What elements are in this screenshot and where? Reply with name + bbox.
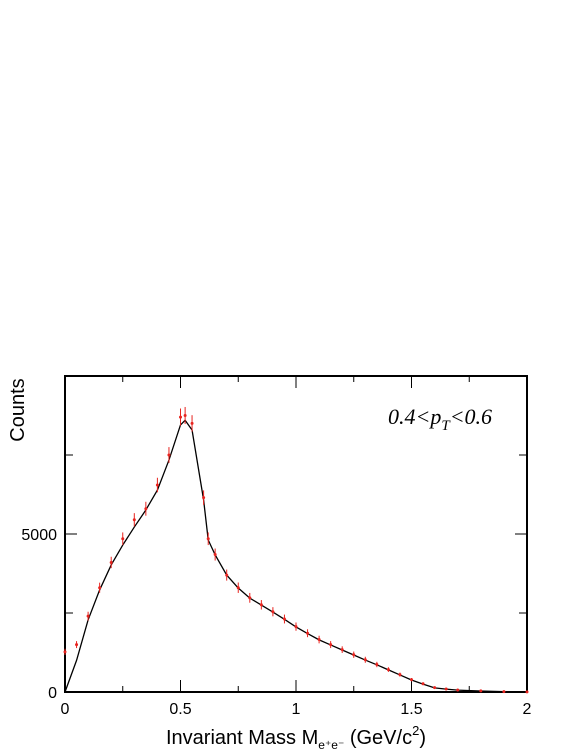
data-point [352,653,356,657]
annotation: 0.4<pT<0.6 [388,404,492,434]
data-point [433,686,437,690]
data-point [86,614,90,618]
data-point [213,553,217,557]
x-tick-label: 0.5 [169,701,191,718]
data-point [190,421,194,425]
data-point [317,638,321,642]
data-point [206,537,210,541]
data-point [248,596,252,600]
data-point [98,586,102,590]
data-point [121,537,125,541]
data-point [132,518,136,522]
data-point [294,625,298,629]
data-point [282,617,286,621]
x-tick-label: 2 [523,701,532,718]
x-tick-label: 1.5 [400,701,422,718]
data-point [225,573,229,577]
data-point [183,414,187,417]
x-title-sub: e⁺e⁻ [318,738,344,752]
data-point [502,690,506,694]
data-point [363,658,367,662]
x-tick-label: 1 [292,701,301,718]
annotation-right: <0.6 [450,404,492,429]
data-point [109,560,113,564]
data-point [329,643,333,647]
data-point [386,668,390,672]
data-point [479,689,483,693]
annotation-left: 0.4<p [388,404,441,429]
data-point [167,453,171,457]
x-tick-label: 0 [61,701,70,718]
y-axis-title: Counts [7,378,29,441]
data-point [75,643,79,647]
data-point [144,507,148,511]
x-title-close: ) [419,727,426,749]
y-tick-label: 5000 [21,527,57,544]
data-point [202,496,206,500]
data-point [236,586,240,590]
data-point [271,610,275,614]
data-point [421,682,425,686]
data-point [259,603,263,607]
data-line [64,419,528,693]
x-title-main: Invariant Mass M [166,727,318,749]
y-tick-label: 0 [48,685,57,702]
data-point [410,678,413,682]
data-point [456,688,460,692]
data-point [63,650,67,654]
annotation-sub: T [441,418,451,434]
data-point [179,415,182,419]
x-title-sup: 2 [412,723,419,738]
x-title-unit: (GeV/c [344,727,412,749]
data-point [525,690,529,694]
data-point [444,687,448,691]
data-point [340,648,344,652]
data-point [398,673,402,677]
data-point [306,631,310,635]
data-point [375,663,379,667]
data-point [155,483,159,487]
x-axis-title: Invariant Mass Me⁺e⁻ (GeV/c2) [166,723,426,752]
